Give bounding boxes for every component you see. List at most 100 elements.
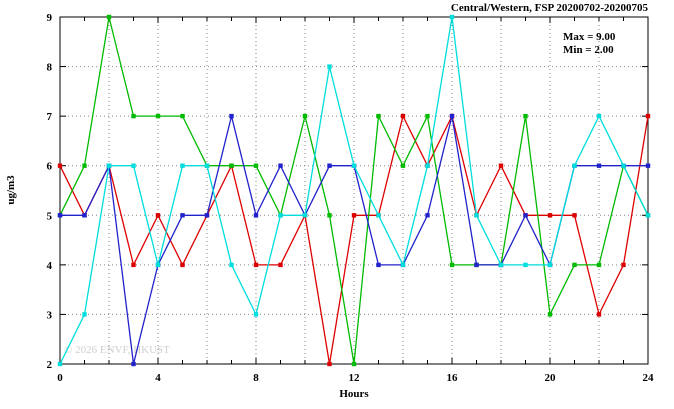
data-point-marker bbox=[400, 262, 406, 268]
data-point-marker bbox=[229, 163, 234, 168]
data-point-marker bbox=[155, 262, 161, 268]
data-point-marker bbox=[106, 163, 112, 168]
data-point-marker bbox=[474, 213, 479, 218]
data-point-marker bbox=[596, 262, 602, 268]
data-point-marker bbox=[229, 262, 234, 268]
data-point-marker bbox=[155, 113, 161, 119]
data-point-marker bbox=[327, 64, 332, 69]
data-point-marker bbox=[449, 14, 455, 20]
data-point-marker bbox=[327, 361, 332, 367]
data-point-marker bbox=[351, 213, 357, 218]
y-tick-label: 9 bbox=[47, 12, 53, 24]
series-green bbox=[57, 14, 651, 367]
data-point-marker bbox=[645, 213, 651, 218]
data-point-marker bbox=[547, 312, 553, 317]
series-red bbox=[57, 113, 651, 367]
data-point-marker bbox=[253, 262, 259, 268]
y-tick-label: 8 bbox=[47, 62, 53, 74]
data-point-marker bbox=[302, 113, 308, 119]
x-axis-label: Hours bbox=[339, 388, 369, 400]
data-point-marker bbox=[621, 262, 626, 268]
data-point-marker bbox=[278, 262, 283, 268]
x-tick-label: 12 bbox=[349, 372, 361, 384]
y-tick-label: 4 bbox=[47, 260, 53, 272]
data-point-marker bbox=[351, 163, 357, 168]
data-point-marker bbox=[155, 213, 161, 218]
data-point-marker bbox=[523, 213, 528, 218]
y-tick-label: 7 bbox=[47, 111, 53, 123]
data-point-marker bbox=[400, 163, 406, 168]
data-point-marker bbox=[253, 213, 259, 218]
data-point-marker bbox=[425, 113, 430, 119]
data-point-marker bbox=[327, 163, 332, 168]
data-point-marker bbox=[572, 163, 577, 168]
data-point-marker bbox=[131, 262, 136, 268]
data-point-marker bbox=[621, 163, 626, 168]
data-point-marker bbox=[82, 163, 87, 168]
data-point-marker bbox=[645, 113, 651, 119]
x-tick-label: 8 bbox=[253, 372, 259, 384]
x-tick-label: 0 bbox=[57, 372, 63, 384]
series-blue bbox=[57, 113, 651, 367]
data-point-marker bbox=[131, 163, 136, 168]
data-point-marker bbox=[596, 113, 602, 119]
data-point-marker bbox=[498, 262, 504, 268]
data-point-marker bbox=[547, 262, 553, 268]
data-point-marker bbox=[82, 312, 87, 317]
y-tick-label: 5 bbox=[47, 210, 53, 222]
data-point-marker bbox=[180, 262, 185, 268]
x-tick-label: 16 bbox=[447, 372, 459, 384]
data-point-marker bbox=[400, 113, 406, 119]
data-point-marker bbox=[449, 262, 455, 268]
data-point-marker bbox=[523, 262, 528, 268]
data-point-marker bbox=[57, 163, 63, 168]
data-point-marker bbox=[57, 361, 63, 367]
data-point-marker bbox=[106, 14, 112, 20]
data-point-marker bbox=[131, 361, 136, 367]
x-tick-label: 20 bbox=[545, 372, 557, 384]
data-point-marker bbox=[572, 262, 577, 268]
data-point-marker bbox=[302, 213, 308, 218]
data-point-marker bbox=[204, 213, 210, 218]
data-point-marker bbox=[278, 163, 283, 168]
y-tick-label: 6 bbox=[47, 161, 53, 173]
data-point-marker bbox=[131, 113, 136, 119]
data-point-marker bbox=[180, 113, 185, 119]
data-point-marker bbox=[596, 312, 602, 317]
chart-title: Central/Western, FSP 20200702-20200705 bbox=[451, 2, 649, 14]
data-point-marker bbox=[82, 213, 87, 218]
y-axis-label: ug/m3 bbox=[5, 175, 17, 205]
data-point-marker bbox=[596, 163, 602, 168]
data-point-marker bbox=[572, 213, 577, 218]
watermark: © 2026 ENVF, HKUST bbox=[64, 344, 170, 356]
x-tick-label: 24 bbox=[643, 372, 655, 384]
data-point-marker bbox=[376, 213, 381, 218]
min-annotation: Min = 2.00 bbox=[563, 44, 614, 56]
data-point-marker bbox=[498, 163, 504, 168]
data-point-marker bbox=[351, 361, 357, 367]
data-point-marker bbox=[327, 213, 332, 218]
plot-area: 2 3 4 5 6 7 8 9 0 4 8 12 16 20 24 bbox=[47, 12, 655, 384]
data-point-marker bbox=[547, 213, 553, 218]
x-tick-label: 4 bbox=[155, 372, 161, 384]
max-annotation: Max = 9.00 bbox=[563, 31, 616, 43]
data-point-marker bbox=[253, 312, 259, 317]
data-point-marker bbox=[204, 163, 210, 168]
data-point-marker bbox=[376, 113, 381, 119]
data-point-marker bbox=[425, 163, 430, 168]
y-tick-label: 2 bbox=[47, 359, 53, 371]
data-point-marker bbox=[376, 262, 381, 268]
data-point-marker bbox=[253, 163, 259, 168]
data-point-marker bbox=[645, 163, 651, 168]
data-point-marker bbox=[229, 113, 234, 119]
data-point-marker bbox=[449, 113, 455, 119]
data-point-marker bbox=[57, 213, 63, 218]
y-tick-label: 3 bbox=[47, 309, 53, 321]
series-cyan bbox=[57, 14, 651, 367]
data-point-marker bbox=[523, 113, 528, 119]
data-point-marker bbox=[425, 213, 430, 218]
data-point-marker bbox=[474, 262, 479, 268]
data-point-marker bbox=[278, 213, 283, 218]
